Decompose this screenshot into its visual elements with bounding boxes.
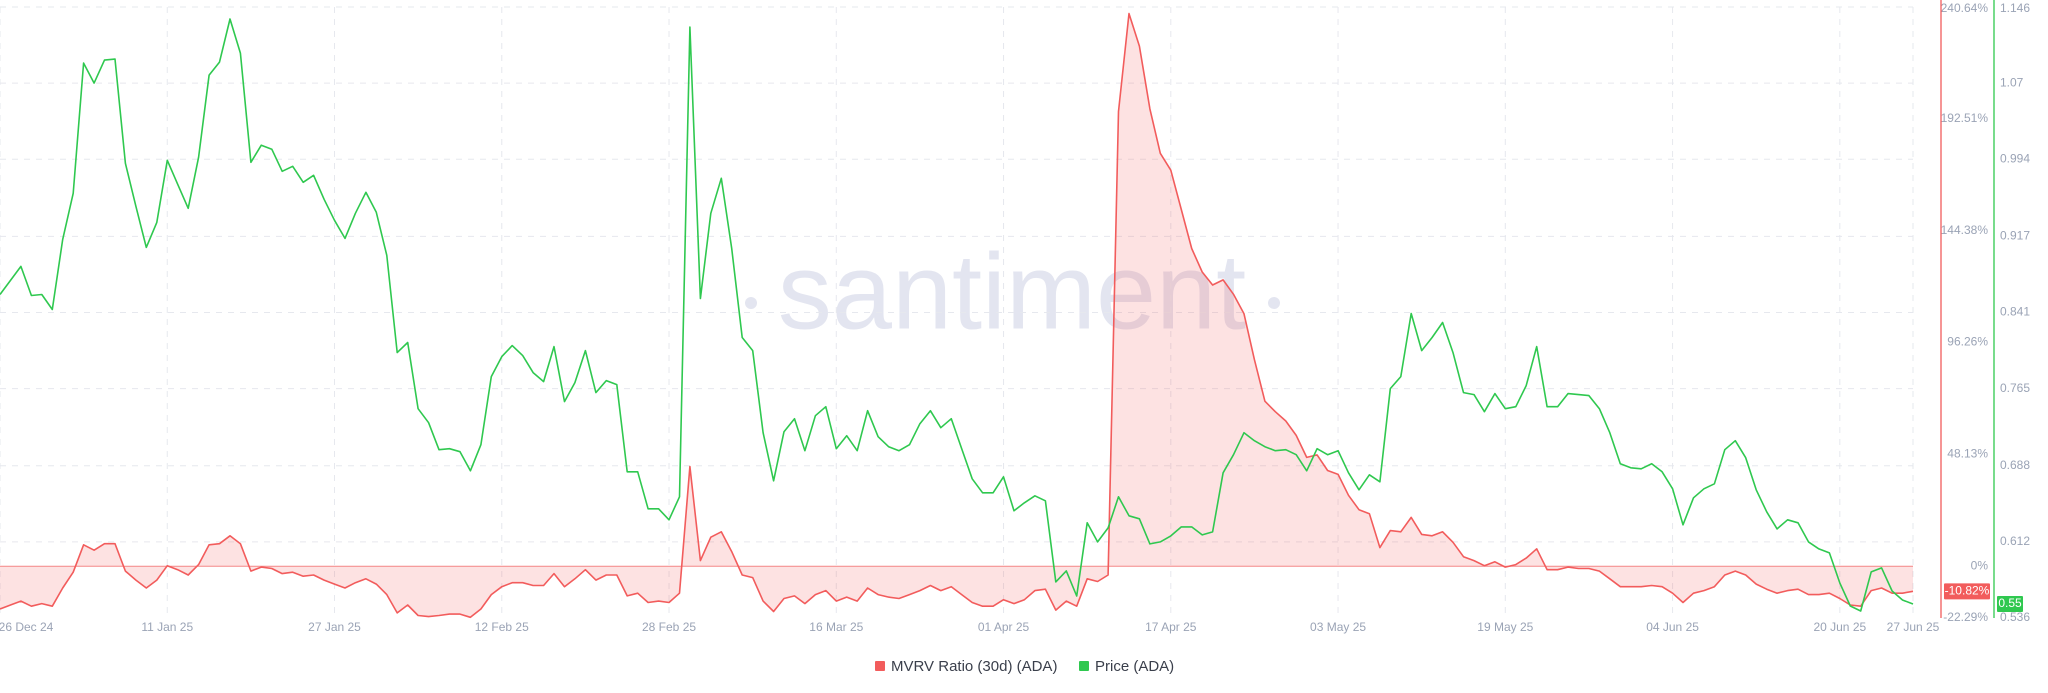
x-tick-label: 03 May 25 (1310, 620, 1366, 634)
legend-label: Price (ADA) (1095, 658, 1174, 675)
x-tick-label: 16 Mar 25 (809, 620, 863, 634)
y2-tick-label: 0.612 (2000, 534, 2030, 548)
x-tick-label: 04 Jun 25 (1646, 620, 1699, 634)
value-badge-label: -10.82% (1945, 584, 1990, 598)
y2-tick-label: 1.07 (2000, 75, 2024, 89)
y2-tick-label: 0.917 (2000, 229, 2030, 243)
y2-tick-label: 0.841 (2000, 305, 2030, 319)
y-tick-label: -22.29% (1943, 610, 1988, 624)
y2-tick-label: 0.765 (2000, 381, 2030, 395)
line (0, 18, 1914, 612)
value-badge-label: 0.55 (1998, 596, 2022, 610)
y2-tick-label: 1.146 (2000, 1, 2030, 15)
y-tick-label: 96.26% (1947, 335, 1988, 349)
legend-label: MVRV Ratio (30d) (ADA) (891, 658, 1057, 675)
value-badge (1944, 583, 1990, 600)
x-tick-label: 20 Jun 25 (1813, 620, 1866, 634)
x-tick-label: 26 Dec 24 (0, 620, 54, 634)
y2-tick-label: 0.536 (2000, 610, 2030, 624)
x-tick-label: 19 May 25 (1477, 620, 1533, 634)
watermark: santiment (745, 231, 1280, 352)
x-tick-label: 12 Feb 25 (475, 620, 529, 634)
x-tick-label: 27 Jan 25 (308, 620, 361, 634)
watermark-dot (1268, 297, 1280, 309)
watermark-text: santiment (778, 231, 1246, 352)
y-tick-label: 0% (1971, 558, 1989, 572)
y-tick-label: 240.64% (1941, 1, 1989, 15)
x-tick-label: 11 Jan 25 (141, 620, 193, 634)
grid (0, 6, 1914, 618)
y-tick-label: 48.13% (1947, 447, 1988, 461)
y2-tick-label: 0.688 (2000, 458, 2030, 472)
y-tick-label: 144.38% (1941, 223, 1989, 237)
x-tick-label: 28 Feb 25 (642, 620, 696, 634)
y2-tick-label: 0.994 (2000, 151, 2030, 165)
x-tick-label: 27 Jun 25 (1887, 620, 1940, 634)
x-tick-label: 01 Apr 25 (978, 620, 1030, 634)
line (0, 12, 1914, 619)
watermark-dot (745, 297, 757, 309)
x-tick-label: 17 Apr 25 (1145, 620, 1197, 634)
y-tick-label: 192.51% (1941, 111, 1989, 125)
legend-swatch (875, 661, 885, 671)
legend-swatch (1079, 661, 1089, 671)
value-badge (1997, 595, 2023, 612)
